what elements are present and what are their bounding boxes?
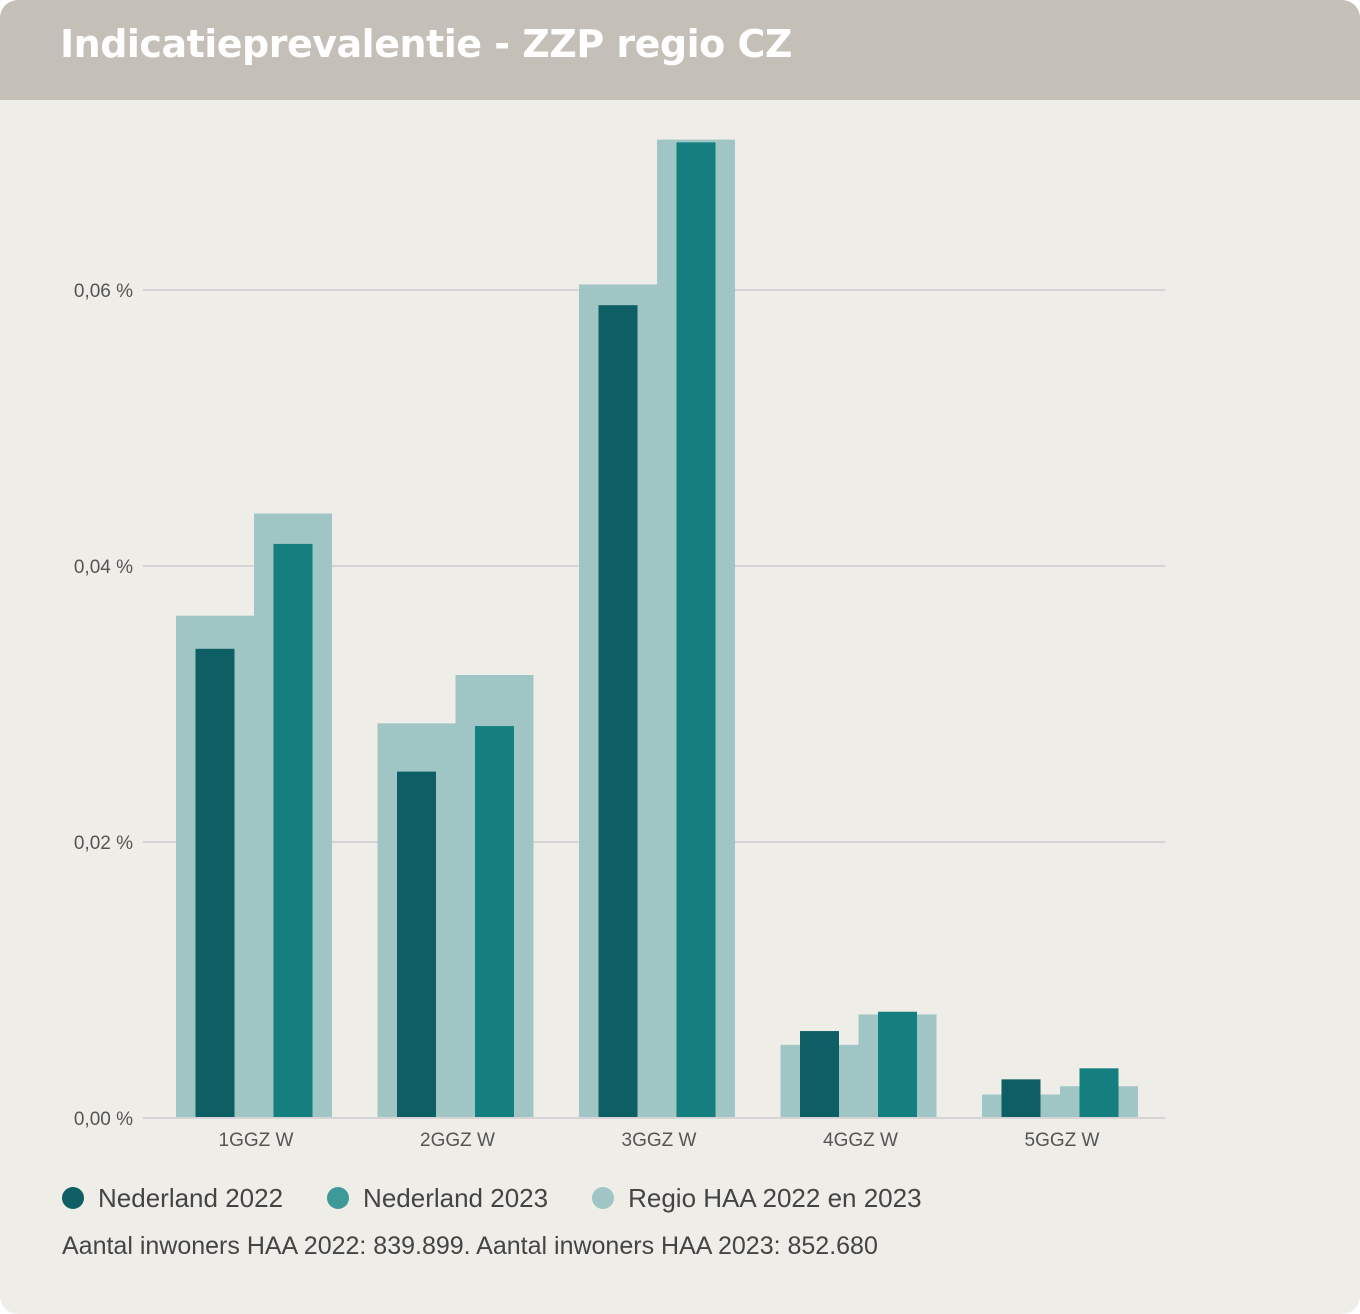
title-bar: Indicatieprevalentie - ZZP regio CZ: [0, 0, 1360, 100]
y-tick-label: 0,04 %: [74, 557, 133, 578]
bar-nederland-2023-3: [878, 1011, 917, 1118]
legend-item-regio-haa: Regio HAA 2022 en 2023: [592, 1182, 922, 1214]
legend-label: Nederland 2022: [98, 1182, 284, 1213]
x-tick-label: 2GGZ W: [420, 1130, 495, 1151]
footnote: Aantal inwoners HAA 2022: 839.899. Aanta…: [62, 1232, 878, 1260]
y-tick-label: 0,02 %: [74, 833, 133, 854]
bar-nederland-2023-1: [475, 726, 514, 1118]
chart-title: Indicatieprevalentie - ZZP regio CZ: [60, 22, 792, 66]
legend-item-nederland-2022: Nederland 2022: [62, 1183, 283, 1214]
legend-swatch: [327, 1187, 350, 1209]
bar-nederland-2022-2: [598, 305, 638, 1118]
bar-nederland-2023-2: [676, 142, 716, 1119]
y-tick-label: 0,06 %: [74, 281, 133, 302]
legend-label: Nederland 2023: [363, 1182, 549, 1213]
legend-swatch: [62, 1187, 84, 1209]
bar-nederland-2023-0: [273, 543, 313, 1118]
legend-swatch: [592, 1187, 615, 1209]
legend-label: Regio HAA 2022 en 2023: [628, 1182, 922, 1213]
x-tick-label: 4GGZ W: [823, 1130, 898, 1151]
legend-item-nederland-2023: Nederland 2023: [327, 1183, 548, 1214]
bar-nederland-2022-3: [800, 1031, 839, 1118]
bar-nederland-2022-4: [1001, 1079, 1041, 1118]
bar-nederland-2022-0: [195, 648, 235, 1118]
x-tick-label: 5GGZ W: [1025, 1130, 1100, 1151]
x-tick-label: 1GGZ W: [219, 1130, 294, 1151]
bar-nederland-2022-1: [397, 771, 436, 1118]
legend: Nederland 2022 Nederland 2023 Regio HAA …: [62, 1180, 966, 1216]
y-tick-label: 0,00 %: [74, 1109, 133, 1130]
bar-chart: 0,00 % 0,02 % 0,04 % 0,06 % 1GGZ W 2GGZ W 3GGZ…: [74, 139, 1165, 1151]
bar-nederland-2023-4: [1079, 1068, 1119, 1118]
x-tick-label: 3GGZ W: [622, 1130, 697, 1151]
